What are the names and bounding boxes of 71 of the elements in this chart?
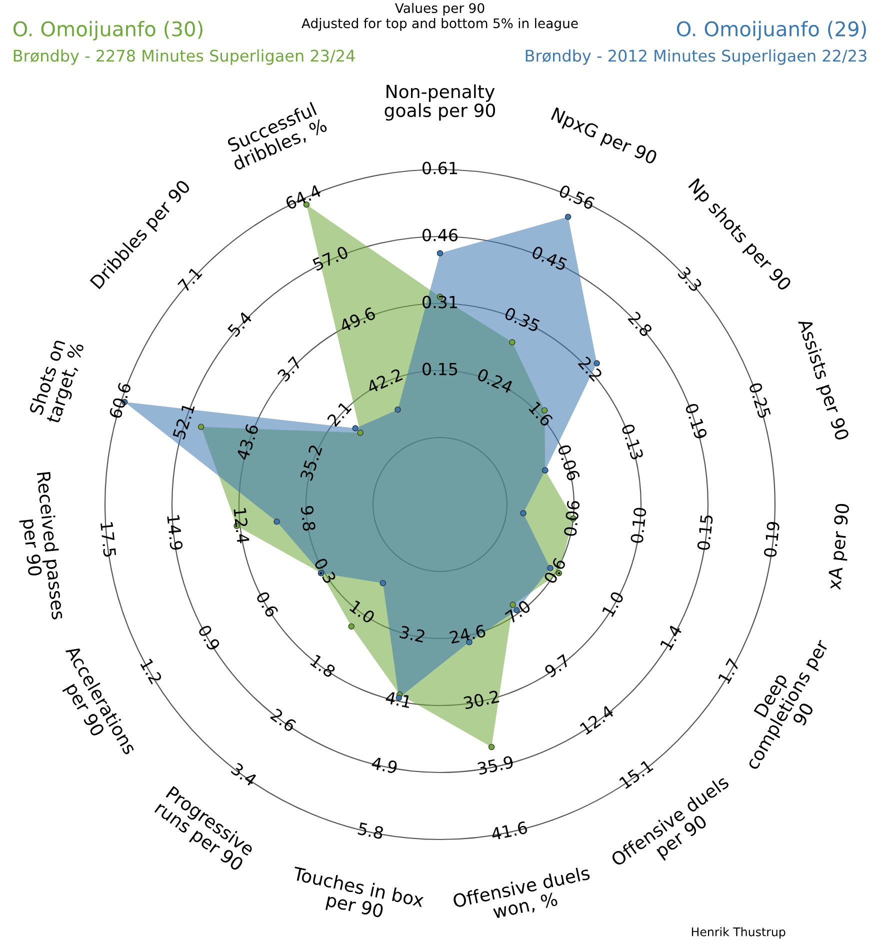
text: 0.31 bbox=[422, 296, 458, 308]
text: 4.9 bbox=[371, 756, 398, 774]
text: 1.0 bbox=[602, 590, 624, 618]
text: 12.4 bbox=[234, 508, 250, 544]
text: 2.6 bbox=[270, 708, 297, 732]
text: 0.25 bbox=[748, 382, 772, 419]
text: 15.1 bbox=[618, 759, 654, 790]
spoke-label: xA per 90 bbox=[826, 503, 853, 590]
text: 43.6 bbox=[236, 423, 259, 461]
text: 1.0 bbox=[349, 600, 376, 624]
text: Brøndby - 2012 Minutes Superligaen 22/23 bbox=[526, 49, 866, 65]
text: 3.4 bbox=[230, 762, 258, 786]
text: 3.2 bbox=[399, 625, 426, 642]
text: 24.6 bbox=[449, 624, 486, 644]
text: 0.06 bbox=[557, 444, 580, 482]
text: Brøndby - 2278 Minutes Superligaen 23/24 bbox=[14, 49, 355, 65]
text: 7.1 bbox=[177, 266, 202, 292]
spoke-label: Offensive duels won, % bbox=[452, 866, 590, 921]
text: 2.1 bbox=[326, 401, 352, 427]
text: O. Omoijuanfo (29) bbox=[676, 20, 866, 40]
text: 35.2 bbox=[300, 444, 322, 482]
text: 57.0 bbox=[312, 245, 349, 272]
spoke-label: Touches in box per 90 bbox=[292, 866, 425, 922]
spoke-label: Assists per 90 bbox=[794, 318, 850, 442]
text: 42.2 bbox=[366, 368, 403, 394]
text: 0.13 bbox=[621, 423, 644, 460]
text: 0.45 bbox=[531, 245, 568, 272]
text: 3.3 bbox=[677, 266, 703, 292]
text: 3.7 bbox=[276, 356, 302, 382]
text: 52.1 bbox=[172, 403, 195, 440]
text: 9.8 bbox=[300, 506, 316, 532]
text: 60.6 bbox=[108, 382, 132, 420]
text: 1.4 bbox=[660, 624, 682, 651]
chart-title: Values per 90 bbox=[395, 2, 484, 16]
text: 1.2 bbox=[140, 658, 162, 684]
spoke-label: Non-penalty goals per 90 bbox=[384, 84, 496, 121]
text: 0.06 bbox=[564, 500, 580, 536]
text: 0.19 bbox=[764, 521, 780, 558]
text: 41.6 bbox=[490, 820, 528, 840]
text: 7.0 bbox=[504, 599, 532, 624]
text: 0.9 bbox=[198, 624, 221, 652]
text: 9.7 bbox=[544, 654, 570, 678]
spoke-label: NpxG per 90 bbox=[549, 107, 658, 168]
text: 0.15 bbox=[696, 514, 714, 550]
text: 0.19 bbox=[684, 402, 708, 440]
text: 49.6 bbox=[338, 306, 376, 332]
spoke-label: Received passes per 90 bbox=[19, 472, 66, 620]
text: 0.35 bbox=[504, 306, 540, 332]
text: 5.8 bbox=[358, 822, 384, 840]
text: Henrik Thustrup bbox=[692, 927, 786, 939]
text: 0.3 bbox=[314, 557, 337, 584]
text: 17.5 bbox=[100, 522, 116, 558]
text: 0.6 bbox=[543, 557, 566, 584]
text: 1.6 bbox=[528, 401, 554, 428]
text: 0.15 bbox=[422, 362, 458, 376]
text: 35.9 bbox=[477, 755, 514, 775]
text: 14.9 bbox=[167, 515, 184, 550]
text: O. Omoijuanfo (30) bbox=[13, 20, 202, 40]
text: 2.8 bbox=[628, 311, 654, 338]
text: 0.56 bbox=[558, 184, 596, 210]
text: 1.7 bbox=[718, 658, 740, 684]
text: 2.2 bbox=[578, 356, 603, 382]
chart-subtitle: Adjusted for top and bottom 5% in league bbox=[302, 18, 578, 31]
text: 0.10 bbox=[630, 507, 647, 544]
text: 1.8 bbox=[310, 654, 336, 678]
text: 5.4 bbox=[227, 310, 252, 338]
text: 30.2 bbox=[463, 690, 500, 710]
text: 64.4 bbox=[284, 184, 322, 210]
text: 0.24 bbox=[476, 368, 514, 394]
text: 0.6 bbox=[256, 590, 279, 618]
text: 4.1 bbox=[385, 691, 412, 708]
